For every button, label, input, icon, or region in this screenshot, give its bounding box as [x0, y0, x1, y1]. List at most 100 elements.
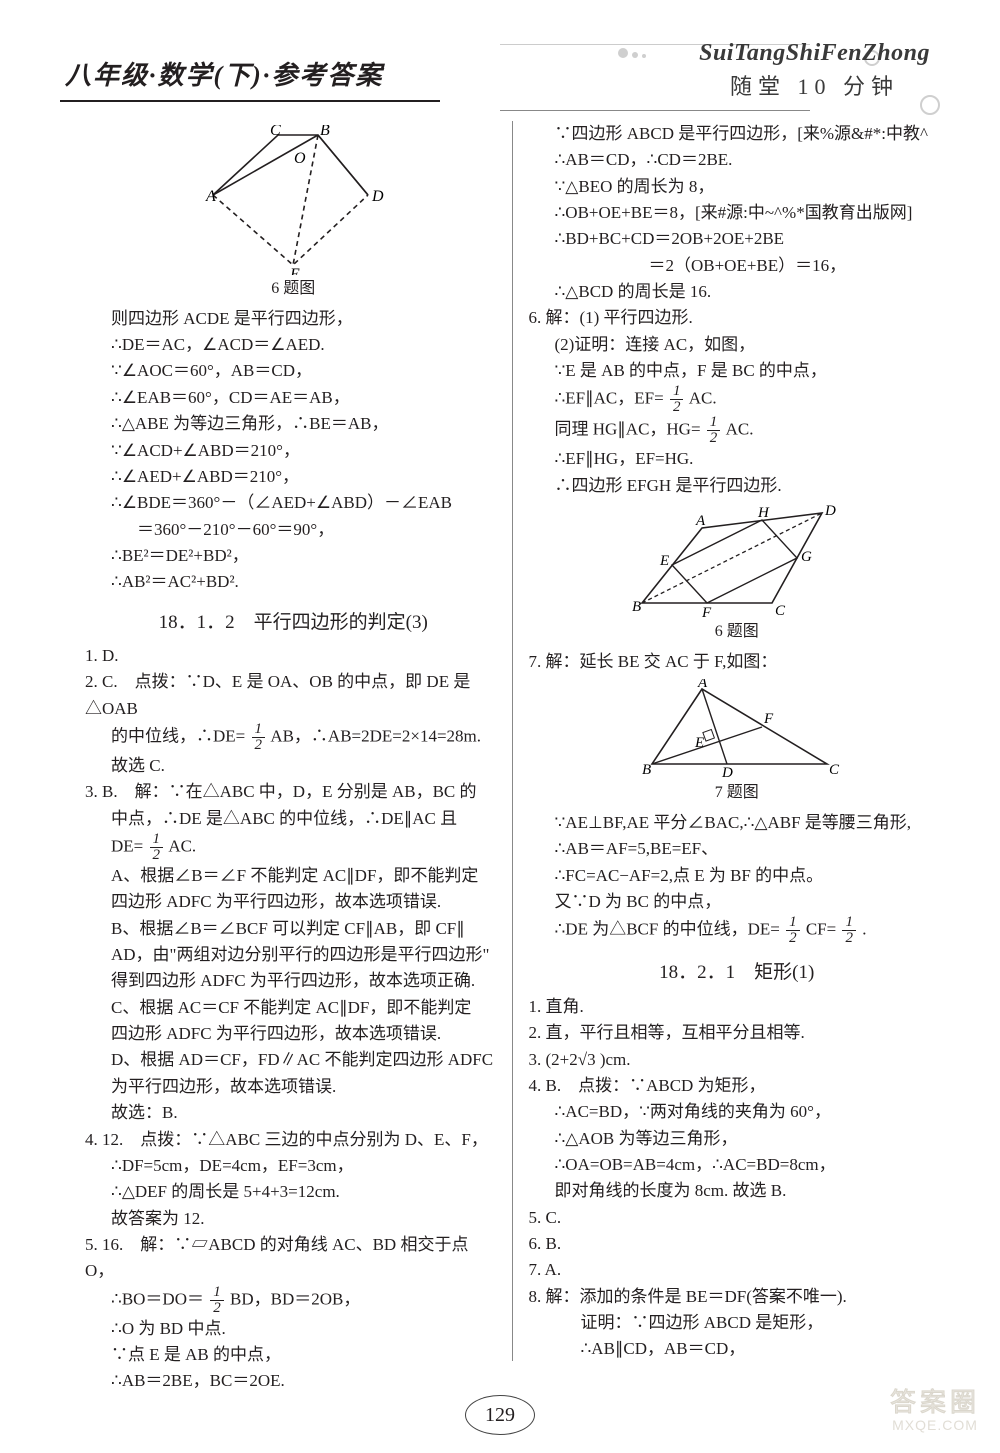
svg-text:C: C [270, 125, 281, 139]
text-span: AC. [168, 836, 196, 855]
figure-6-left: A B C D E O 6 题图 [85, 125, 502, 302]
q1: 1. D. [85, 643, 502, 669]
text-line: ∴BE²＝DE²+BD²， [111, 543, 502, 569]
s-line: 3. (2+2√3 )cm. [528, 1047, 945, 1073]
text-span: AC. [689, 389, 717, 408]
figure-7-label: 7 题图 [528, 781, 945, 806]
text-span: AC. [726, 420, 754, 439]
q5-line: 5. 16. 解：∵▱ABCD 的对角线 AC、BD 相交于点 O， [85, 1232, 502, 1285]
text-line: ∴BD+BC+CD＝2OB+2OE+2BE [528, 226, 945, 252]
text-line: 则四边形 ACDE 是平行四边形， [111, 306, 502, 332]
q3-line: 故选：B. [85, 1100, 502, 1126]
q3-line: D、根据 AD＝CF，FD∥AC 不能判定四边形 ADFC [85, 1047, 502, 1073]
brand-chinese: 随堂 10 分钟 [699, 69, 930, 101]
s-line: 证明：∵四边形 ABCD 是矩形， [528, 1310, 945, 1336]
q3-line: 四边形 ADFC 为平行四边形，故本选项错误. [85, 1021, 502, 1047]
q7-line: ∴AB＝AF=5,BE=EF、 [528, 836, 945, 862]
q2-line1: 2. C. 点拨：∵D、E 是 OA、OB 的中点，即 DE 是△OAB [85, 669, 502, 722]
figure-6-right: A B C D E F G H 6 题图 [528, 503, 945, 645]
figure-7: A B C D E F 7 题图 [528, 679, 945, 806]
q3-line: 为平行四边形，故本选项错误. [85, 1074, 502, 1100]
text-span: . [862, 920, 866, 939]
q2-line3: 故选 C. [85, 753, 502, 779]
s-line: 4. B. 点拨：∵ABCD 为矩形， [528, 1073, 945, 1099]
svg-text:F: F [701, 605, 712, 618]
text-line: ∵∠ACD+∠ABD＝210°， [111, 438, 502, 464]
svg-text:O: O [294, 150, 306, 167]
s-line: 2. 直，平行且相等，互相平分且相等. [528, 1020, 945, 1046]
figure-6-svg: A B C D E O [198, 125, 388, 275]
q4-line: 故答案为 12. [85, 1206, 502, 1232]
fraction-half: 12 [252, 722, 266, 753]
text-span: 同理 HG∥AC，HG= [554, 420, 700, 439]
q6-line: ∴四边形 EFGH 是平行四边形. [528, 473, 945, 499]
s-line: 5. C. [528, 1205, 945, 1231]
proof-block-left: 则四边形 ACDE 是平行四边形， ∴DE＝AC，∠ACD＝∠AED. ∵∠AO… [85, 306, 502, 596]
svg-text:C: C [775, 603, 786, 618]
page-number: 129 [465, 1395, 535, 1435]
text-line: ＝2（OB+OE+BE）＝16， [528, 253, 945, 279]
s-line: 7. A. [528, 1257, 945, 1283]
q3-line: DE= 12 AC. [85, 832, 502, 863]
svg-text:B: B [632, 599, 641, 615]
page-header: 八年级·数学(下)·参考答案 SuiTangShiFenZhong 随堂 10 … [0, 0, 1000, 115]
s-line: 即对角线的长度为 8cm. 故选 B. [528, 1178, 945, 1204]
svg-text:A: A [697, 679, 708, 691]
watermark-line2: MXQE.COM [890, 1417, 980, 1433]
title-underline [60, 100, 440, 102]
q7-line: 又∵D 为 BC 的中点， [528, 889, 945, 915]
brand-rule-bottom [500, 110, 810, 111]
brand-english: SuiTangShiFenZhong [699, 40, 930, 67]
text-line: ∵△BEO 的周长为 8， [528, 174, 945, 200]
fraction-half: 12 [707, 415, 721, 446]
s-line: 8. 解：添加的条件是 BE＝DF(答案不唯一). [528, 1284, 945, 1310]
text-span: DE= [111, 836, 143, 855]
q3-line: AD，由"两组对边分别平行的四边形是平行四边形" [85, 942, 502, 968]
s-line: ∴AC=BD，∵两对角线的夹角为 60°， [528, 1099, 945, 1125]
q6-line: (2)证明：连接 AC，如图， [528, 332, 945, 358]
brand-block: SuiTangShiFenZhong 随堂 10 分钟 [699, 40, 930, 101]
q7-line: ∵AE⊥BF,AE 平分∠BAC,∴△ABF 是等腰三角形, [528, 810, 945, 836]
section-title-18-1-2: 18．1．2 平行四边形的判定(3) [85, 608, 502, 637]
svg-text:B: B [320, 125, 330, 139]
text-line: ∴∠AED+∠ABD＝210°， [111, 464, 502, 490]
q6-line: 6. 解：(1) 平行四边形. [528, 305, 945, 331]
q7-line: 7. 解：延长 BE 交 AC 于 F,如图： [528, 649, 945, 675]
q5-line: ∴O 为 BD 中点. [85, 1316, 502, 1342]
text-line: ∴DE＝AC，∠ACD＝∠AED. [111, 332, 502, 358]
svg-text:E: E [659, 553, 669, 569]
content-columns: A B C D E O 6 题图 则四边形 ACDE 是平行四边形， ∴DE＝A… [0, 115, 1000, 1395]
svg-text:A: A [205, 188, 216, 205]
q3-line: 四边形 ADFC 为平行四边形，故本选项错误. [85, 889, 502, 915]
q3-line: 中点，∴DE 是△ABC 的中位线，∴DE∥AC 且 [85, 806, 502, 832]
svg-text:B: B [642, 762, 651, 778]
text-span: BD，BD＝2OB， [230, 1289, 360, 1308]
q6-line: ∴EF∥AC，EF= 12 AC. [528, 384, 945, 415]
watermark-line1: 答案圈 [890, 1382, 980, 1419]
q4-line: ∴△DEF 的周长是 5+4+3=12cm. [85, 1179, 502, 1205]
q5-line: ∴AB＝2BE，BC＝2OE. [85, 1368, 502, 1394]
q6-line: 同理 HG∥AC，HG= 12 AC. [528, 415, 945, 446]
s-line: ∴△AOB 为等边三角形， [528, 1126, 945, 1152]
q3-line: C、根据 AC＝CF 不能判定 AC∥DF，即不能判定 [85, 995, 502, 1021]
q2-line2: 的中位线，∴DE= 12 AB，∴AB=2DE=2×14=28m. [85, 722, 502, 753]
q7-line: ∴DE 为△BCF 的中位线，DE= 12 CF= 12 . [528, 915, 945, 946]
s-line: 6. B. [528, 1231, 945, 1257]
page-title: 八年级·数学(下)·参考答案 [65, 55, 383, 92]
svg-text:H: H [757, 505, 770, 521]
column-separator [512, 121, 513, 1361]
text-span: ∴EF∥AC，EF= [554, 389, 663, 408]
fraction-half: 12 [842, 915, 856, 946]
q5-line: ∴BO＝DO＝ 12 BD，BD＝2OB， [85, 1285, 502, 1316]
svg-text:E: E [694, 735, 704, 751]
s-line: ∴OA=OB=AB=4cm，∴AC=BD=8cm， [528, 1152, 945, 1178]
svg-text:D: D [371, 188, 384, 205]
s-line: ∴AB∥CD，AB＝CD， [528, 1336, 945, 1362]
svg-text:C: C [829, 762, 840, 778]
s-line: 1. 直角. [528, 994, 945, 1020]
svg-text:A: A [695, 513, 706, 529]
q7-line: ∴FC=AC−AF=2,点 E 为 BF 的中点。 [528, 863, 945, 889]
section-title-18-2-1: 18．2．1 矩形(1) [528, 958, 945, 987]
figure-6b-svg: A B C D E F G H [622, 503, 852, 618]
svg-text:D: D [824, 503, 836, 519]
